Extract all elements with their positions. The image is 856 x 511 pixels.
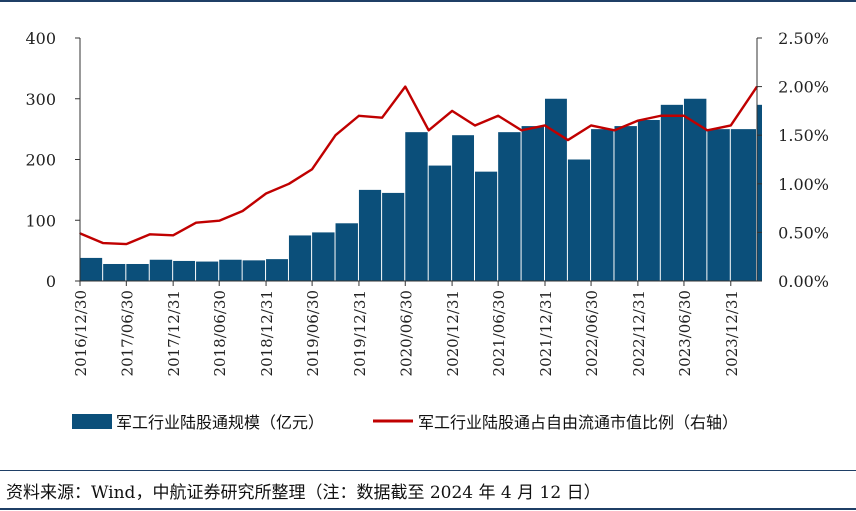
line-point-2022-12-31 [637,119,639,122]
bar-2018-12-31 [266,259,288,281]
x-tick-label: 2018/12/31 [258,290,276,376]
line-point-2023-03-31 [659,114,662,117]
bar-2024-04-12 [757,104,762,281]
left-tick-label: 100 [25,211,56,230]
bar-2020-09-30 [428,165,452,281]
series-line-ratio [79,85,758,246]
bar-2018-09-30 [242,260,266,281]
line-point-2018-12-31 [265,192,267,195]
legend-line-label: 军工行业陆股通占自由流通市值比例（右轴） [418,413,738,432]
bar-2021-06-30 [498,132,521,281]
legend: 军工行业陆股通规模（亿元） 军工行业陆股通占自由流通市值比例（右轴） [72,413,738,432]
line-point-2021-03-31 [474,124,476,127]
bar-2017-09-30 [149,259,173,281]
line-point-2020-06-30 [404,85,407,88]
bar-2020-12-31 [452,135,475,281]
x-tick-label: 2017/06/30 [118,290,136,376]
bar-2022-12-31 [637,120,660,281]
x-tick-label: 2018/06/30 [211,290,229,376]
line-point-2021-09-30 [520,129,523,132]
source-rule-top [0,470,856,471]
bar-2019-12-31 [358,189,382,282]
x-tick-label: 2022/12/31 [630,290,648,376]
bar-2017-03-31 [103,263,126,281]
line-point-2020-09-30 [427,129,430,132]
line-point-2018-03-31 [195,221,197,224]
bar-2019-09-30 [335,223,358,281]
right-tick-label: 0.00% [778,272,829,291]
line-point-2017-09-30 [148,233,151,236]
line-point-2018-09-30 [241,210,244,212]
bar-2022-06-30 [591,129,614,282]
x-tick-label: 2019/12/31 [351,290,369,376]
bar-2020-03-31 [382,192,405,281]
x-tick-label: 2019/06/30 [304,290,322,376]
bar-2019-03-31 [288,235,312,281]
bar-2018-03-31 [196,261,219,281]
bar-2020-06-30 [405,132,428,281]
source-note: 资料来源：Wind，中航证券研究所整理（注：数据截至 2024 年 4 月 12… [6,483,601,503]
line-point-2019-12-31 [358,114,360,117]
x-tick-label: 2023/12/31 [723,290,741,376]
legend-bar-label: 军工行业陆股通规模（亿元） [116,413,324,432]
line-point-2020-12-31 [451,110,453,112]
legend-bar-swatch [72,414,112,429]
bar-2021-03-31 [475,171,498,281]
x-tick-label: 2020/06/30 [397,290,415,376]
right-tick-label: 2.00% [778,78,829,97]
right-tick-label: 2.50% [778,29,829,48]
x-tick-label: 2020/12/31 [444,290,462,376]
left-tick-label: 0 [46,272,56,291]
bar-2019-06-30 [312,232,335,281]
x-tick-label: 2023/06/30 [676,290,694,376]
chart-svg: 0 100 200 300 400 0.00% 0.50% 1.00% 1.50% 2.00% 2.… [25,29,829,432]
bar-2023-06-30 [683,98,707,281]
right-tick-label: 1.50% [778,126,829,145]
left-tick-label: 400 [25,29,56,48]
bar-2023-03-31 [660,104,683,281]
bar-2022-09-30 [614,126,637,281]
line-layer [79,85,758,246]
line-point-2018-06-30 [218,219,221,222]
line-point-2023-09-30 [706,129,709,132]
bar-2021-12-31 [544,98,567,281]
right-tick-label: 1.00% [778,175,829,194]
bar-2021-09-30 [521,126,544,281]
x-tick-label: 2017/12/31 [165,290,183,376]
line-point-2022-03-31 [567,139,569,141]
line-point-2017-03-31 [102,242,104,244]
bar-2016-12-30 [80,257,103,281]
line-point-2019-06-30 [311,168,313,171]
x-tick-label: 2016/12/30 [72,290,90,376]
x-tick-label: 2021/06/30 [490,290,508,376]
line-point-2021-12-31 [544,124,546,127]
bar-2022-03-31 [567,159,591,281]
bar-2017-12-31 [173,260,196,281]
line-point-2019-09-30 [334,134,337,136]
line-point-2019-03-31 [288,183,290,185]
bar-2023-12-31 [730,129,756,282]
line-point-2022-09-30 [613,129,616,132]
line-point-2023-12-31 [729,124,732,127]
x-tick-label: 2022/06/30 [583,290,601,376]
source-rule-bottom [0,508,856,510]
axes-layer: 0 100 200 300 400 0.00% 0.50% 1.00% 1.50% 2.00% 2.… [25,29,829,376]
bar-2018-06-30 [219,259,242,281]
top-rule [0,0,856,2]
left-tick-label: 200 [25,151,56,170]
left-tick-label: 300 [25,90,56,109]
line-point-2020-03-31 [381,116,383,119]
x-tick-label: 2021/12/31 [537,290,555,376]
line-point-2021-06-30 [497,114,499,117]
line-point-2023-06-30 [683,114,685,117]
line-point-2022-06-30 [590,124,592,127]
bar-2017-06-30 [126,263,149,281]
bars-layer [80,98,762,282]
line-point-2017-06-30 [125,243,128,245]
right-tick-label: 0.50% [778,223,829,242]
line-point-2017-12-31 [172,234,174,237]
bar-2023-09-30 [707,129,730,282]
